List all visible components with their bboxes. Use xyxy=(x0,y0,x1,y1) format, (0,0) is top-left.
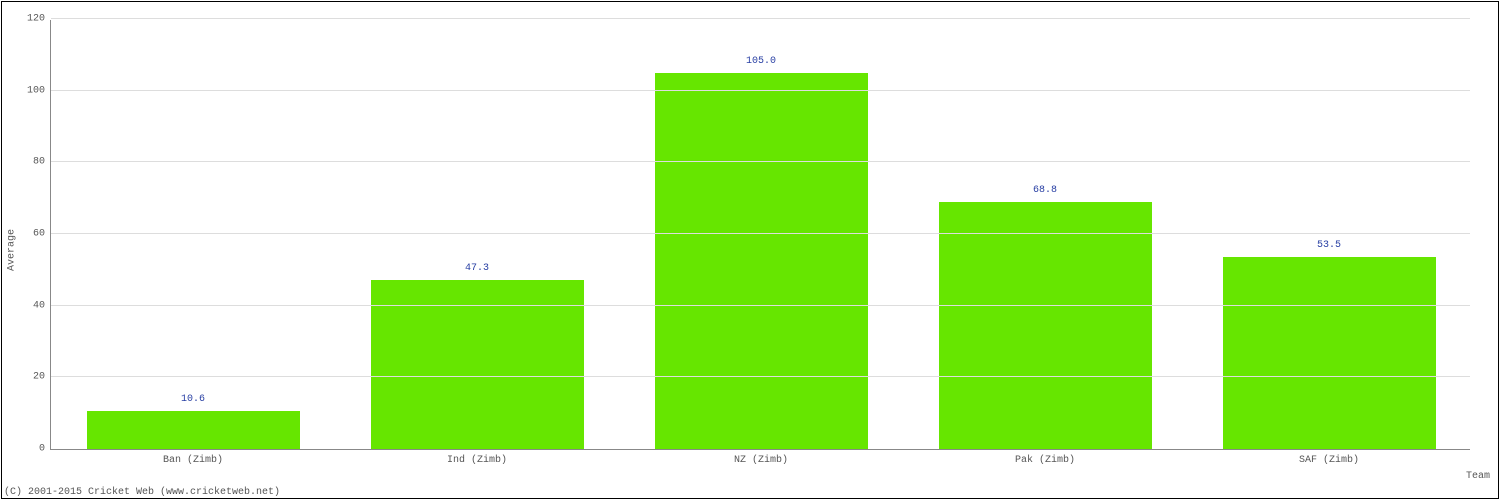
x-tick-label: NZ (Zimb) xyxy=(734,455,788,466)
grid-line xyxy=(51,90,1470,91)
x-tick-label: Pak (Zimb) xyxy=(1015,455,1075,466)
grid-line xyxy=(51,305,1470,306)
bar: 53.5 xyxy=(1223,257,1436,449)
x-tick-label: Ind (Zimb) xyxy=(447,455,507,466)
grid-line xyxy=(51,18,1470,19)
grid-line xyxy=(51,376,1470,377)
bar-value-label: 105.0 xyxy=(746,56,776,67)
y-tick-label: 40 xyxy=(33,300,45,311)
bar: 105.0 xyxy=(655,73,868,449)
x-axis-title: Team xyxy=(1466,471,1490,482)
y-tick-label: 120 xyxy=(27,14,45,25)
bar: 10.6 xyxy=(87,411,300,449)
bar-value-label: 10.6 xyxy=(181,394,205,405)
bar: 68.8 xyxy=(939,202,1152,449)
bars-group: 10.6 47.3 105.0 68.8 53.5 xyxy=(51,20,1470,449)
y-axis-title: Average xyxy=(7,229,18,271)
chart-container: Average 10.6 47.3 105.0 68.8 53.5 0 20 40 60 80 1… xyxy=(0,0,1500,500)
copyright-text: (C) 2001-2015 Cricket Web (www.cricketwe… xyxy=(4,487,280,498)
bar-value-label: 53.5 xyxy=(1317,240,1341,251)
y-tick-label: 100 xyxy=(27,85,45,96)
y-tick-label: 0 xyxy=(39,444,45,455)
y-tick-label: 80 xyxy=(33,157,45,168)
bar-value-label: 68.8 xyxy=(1033,185,1057,196)
y-tick-label: 60 xyxy=(33,229,45,240)
x-tick-label: Ban (Zimb) xyxy=(163,455,223,466)
grid-line xyxy=(51,233,1470,234)
x-tick-label: SAF (Zimb) xyxy=(1299,455,1359,466)
bar-value-label: 47.3 xyxy=(465,263,489,274)
grid-line xyxy=(51,161,1470,162)
plot-area: 10.647.3105.068.853.5 020406080100120Ban… xyxy=(50,20,1470,450)
y-tick-label: 20 xyxy=(33,372,45,383)
